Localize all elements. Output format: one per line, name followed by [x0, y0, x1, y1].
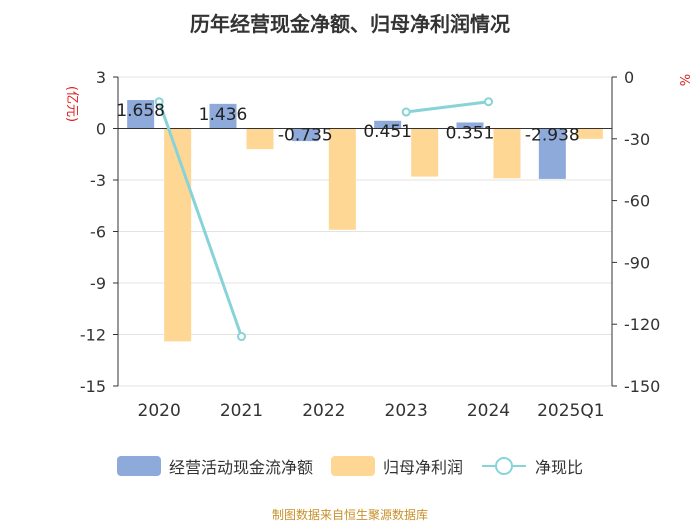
- data-label-cashflow: 0.451: [363, 122, 412, 142]
- bar-cashflow: [291, 128, 319, 142]
- legend-item-cash-ratio[interactable]: 净现比: [481, 454, 583, 478]
- x-axis-category-label: 2021: [220, 401, 263, 421]
- point-cash-ratio: [237, 332, 246, 342]
- x-axis-category-label: 2022: [302, 401, 345, 421]
- left-axis-tick-label: 0: [96, 120, 106, 139]
- legend-item-net-profit[interactable]: 归母净利润: [330, 454, 463, 478]
- left-axis-unit-label: (亿元): [64, 86, 79, 122]
- legend-label-cashflow: 经营活动现金流净额: [168, 458, 313, 477]
- source-footer: 制图数据来自恒生聚源数据库: [271, 508, 428, 522]
- legend-label-cash-ratio: 净现比: [535, 458, 584, 477]
- legend-item-cashflow[interactable]: 经营活动现金流净额: [116, 454, 313, 478]
- right-axis-tick-label: -120: [624, 315, 660, 334]
- bar-net-profit: [493, 128, 521, 179]
- right-axis-tick-label: -90: [624, 253, 650, 272]
- left-axis-tick-label: -9: [90, 274, 106, 293]
- bar-net-profit: [246, 128, 274, 150]
- x-axis-category-label: 2025Q1: [537, 401, 604, 421]
- bar-net-profit: [164, 128, 192, 342]
- left-axis-tick-label: 3: [96, 68, 106, 87]
- point-cash-ratio: [154, 97, 164, 107]
- legend-label-net-profit: 归母净利润: [382, 458, 463, 477]
- legend: 经营活动现金流净额 归母净利润 净现比: [0, 454, 700, 478]
- right-axis-tick-label: 0: [624, 68, 634, 87]
- bar-cashflow: [209, 103, 237, 129]
- data-label-cashflow: 1.436: [199, 105, 248, 125]
- data-label-cashflow: 0.351: [446, 123, 495, 143]
- x-axis-category-label: 2024: [467, 401, 510, 421]
- bar-cashflow: [456, 122, 484, 129]
- bar-cashflow: [374, 120, 402, 129]
- line-layer: [154, 97, 493, 342]
- labels-layer: 1.658 1.436 -0.735 0.451 0.351 -2.938: [116, 101, 579, 145]
- data-label-cashflow: 1.658: [116, 101, 165, 121]
- x-axis-category-label: 2020: [138, 401, 181, 421]
- left-axis-tick-label: -12: [80, 326, 106, 345]
- legend-line-marker-icon: [482, 457, 526, 475]
- right-axis-tick-label: -60: [624, 192, 650, 211]
- bar-net-profit: [328, 128, 356, 230]
- right-axis-tick-label: -30: [624, 130, 650, 149]
- line-segment-cash-ratio: [405, 100, 489, 114]
- bar-cashflow: [127, 100, 155, 129]
- point-cash-ratio: [401, 107, 411, 117]
- chart-title: 历年经营现金净额、归母净利润情况: [190, 12, 510, 36]
- legend-swatch-cashflow: [116, 456, 161, 476]
- bar-net-profit: [575, 128, 603, 139]
- left-axis-tick-label: -15: [80, 377, 106, 396]
- bar-cashflow: [538, 128, 566, 179]
- left-axis-tick-label: -3: [90, 171, 106, 190]
- left-axis-tick-label: -6: [90, 223, 106, 242]
- bar-net-profit: [411, 128, 439, 177]
- point-cash-ratio: [484, 97, 493, 107]
- line-segment-cash-ratio: [157, 101, 243, 338]
- right-axis-unit-label: %: [676, 74, 691, 86]
- legend-swatch-net-profit: [330, 456, 375, 476]
- data-label-cashflow: -2.938: [525, 126, 580, 146]
- x-axis-category-label: 2023: [385, 401, 428, 421]
- data-label-cashflow: -0.735: [278, 126, 333, 146]
- right-axis-tick-label: -150: [624, 377, 660, 396]
- bars-layer: [127, 100, 603, 342]
